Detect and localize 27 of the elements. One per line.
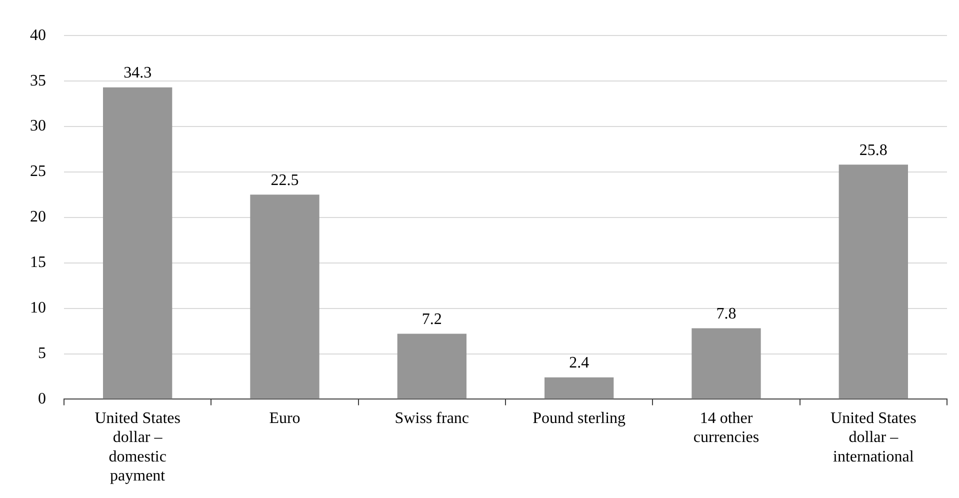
data-label: 25.8 bbox=[859, 142, 888, 159]
y-tick-label: 40 bbox=[30, 26, 46, 44]
bar bbox=[250, 194, 320, 399]
y-tick-label: 25 bbox=[30, 163, 46, 180]
y-tick-label: 10 bbox=[30, 300, 46, 317]
y-tick-label: 35 bbox=[30, 72, 46, 90]
y-tick-label: 30 bbox=[30, 118, 46, 135]
x-tick-label: United States dollar – international bbox=[830, 410, 916, 466]
data-label: 7.2 bbox=[422, 310, 442, 328]
bar bbox=[397, 334, 466, 399]
data-label: 22.5 bbox=[270, 172, 299, 189]
data-label: 7.8 bbox=[716, 306, 736, 322]
x-tick-label: 14 other currencies bbox=[693, 410, 760, 446]
x-tick-label: United States dollar – domestic payment bbox=[94, 410, 180, 485]
data-label: 2.4 bbox=[569, 354, 590, 372]
y-tick-label: 15 bbox=[30, 254, 46, 272]
data-label: 34.3 bbox=[124, 64, 152, 82]
y-tick-label: 20 bbox=[30, 208, 46, 226]
bar bbox=[544, 377, 614, 399]
bar bbox=[838, 164, 908, 399]
y-tick-label: 5 bbox=[38, 344, 46, 362]
bar bbox=[692, 328, 761, 399]
bar bbox=[103, 87, 172, 399]
x-tick-label: Swiss franc bbox=[394, 410, 470, 428]
y-tick-label: 0 bbox=[38, 390, 46, 408]
x-tick-label: Euro bbox=[269, 410, 300, 428]
x-tick-label: Pound sterling bbox=[532, 410, 626, 428]
